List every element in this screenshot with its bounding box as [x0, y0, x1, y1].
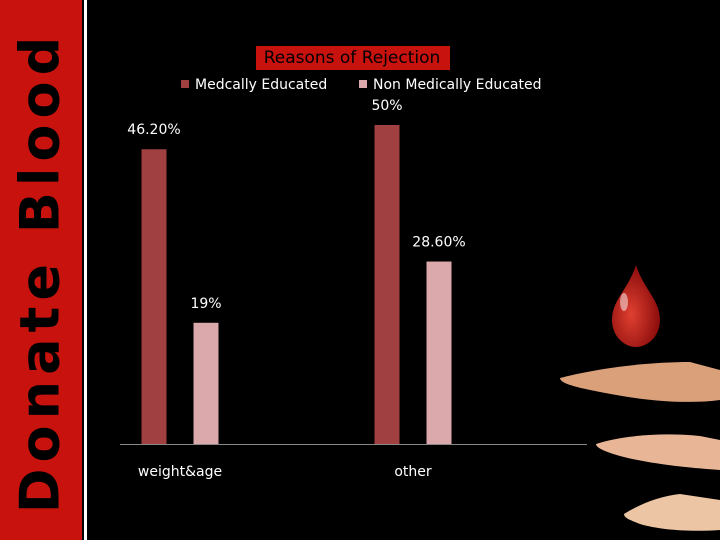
x-tick-label: weight&age — [138, 464, 222, 480]
hand — [560, 362, 720, 402]
banner-band — [0, 0, 82, 540]
legend-label: Medcally Educated — [195, 77, 327, 93]
banner-text: Donate Blood — [9, 31, 72, 514]
bar — [374, 125, 400, 444]
banner-border — [84, 0, 87, 540]
legend-swatch — [181, 80, 189, 88]
legend-label: Non Medically Educated — [373, 77, 542, 93]
drop-shine — [620, 293, 628, 311]
data-label: 46.20% — [127, 122, 180, 138]
chart-title: Reasons of Rejection — [264, 48, 441, 68]
data-label: 50% — [371, 98, 402, 114]
blood-drop — [612, 265, 660, 347]
bar — [193, 322, 219, 444]
bar — [426, 261, 452, 444]
data-label: 28.60% — [412, 235, 465, 251]
title-highlight — [256, 46, 450, 70]
hand — [624, 494, 720, 531]
data-label: 19% — [190, 296, 221, 312]
legend-swatch — [359, 80, 367, 88]
x-tick-label: other — [394, 464, 432, 480]
bar — [141, 149, 167, 444]
hand — [596, 434, 720, 470]
